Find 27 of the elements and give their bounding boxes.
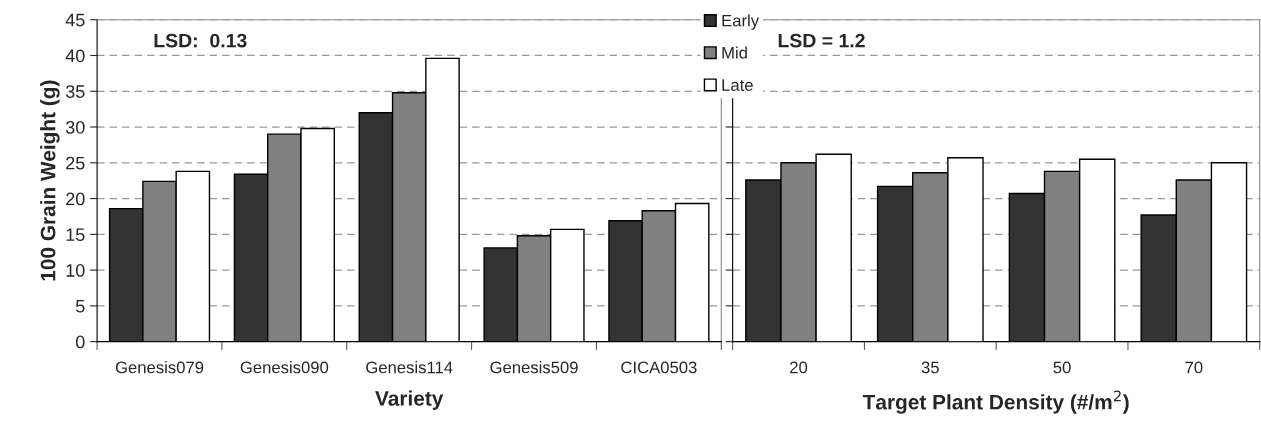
x-axis-title: Target Plant Density (#/m$^{2}$) [862,390,1129,414]
x-tick-label: CICA0503 [621,361,697,374]
y-axis-title: 100 Grain Weight (g) [40,80,60,281]
legend-label: Mid [722,46,747,59]
y-tick-label: 15 [66,228,85,242]
annotation: LSD: 0.13 [154,33,247,48]
y-tick-label: 30 [65,120,85,134]
y-tick-label: 5 [75,299,85,313]
y-tick-label: 10 [66,264,85,277]
x-tick-label: 70 [1185,361,1203,374]
x-tick-label: Genesis090 [240,361,329,374]
y-tick-label: 0 [75,335,85,349]
x-tick-label: 50 [1053,361,1071,374]
x-tick-label: 20 [790,361,808,374]
x-tick-label: Genesis509 [490,361,578,374]
y-tick-label: 45 [65,13,85,27]
y-tick-label: 20 [66,192,85,206]
x-axis-title: Variety [375,390,444,410]
y-tick-label: 25 [66,156,85,170]
x-tick-label: 35 [921,361,939,374]
legend-label: Early [722,14,760,30]
annotation: LSD = 1.2 [778,33,865,48]
y-tick-label: 40 [65,49,85,63]
x-tick-label: Genesis114 [366,361,453,374]
legend-label: Late [722,79,753,91]
x-tick-label: Genesis079 [115,361,204,374]
y-tick-label: 35 [65,85,85,98]
